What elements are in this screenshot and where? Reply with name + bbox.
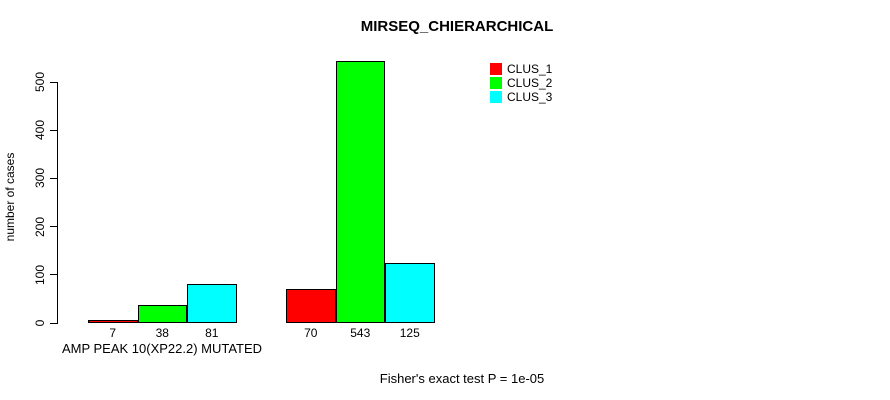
legend-swatch — [490, 63, 502, 75]
y-tick-label: 300 — [33, 168, 47, 189]
y-tick-label: 0 — [33, 319, 47, 327]
y-tick-label: 100 — [33, 264, 47, 285]
y-tick — [50, 322, 57, 324]
bar-value-label: 70 — [304, 326, 318, 340]
y-tick — [50, 129, 57, 131]
bar-clus_2-group1 — [137, 304, 187, 323]
y-tick-label: 500 — [33, 71, 47, 93]
y-axis-label: number of cases — [3, 152, 17, 242]
y-tick — [50, 274, 57, 276]
legend-swatch — [490, 77, 502, 89]
y-axis-line — [57, 82, 58, 324]
bar-clus_1-group1 — [88, 319, 138, 323]
bar-value-label: 7 — [109, 326, 117, 340]
y-tick — [50, 81, 57, 83]
x-axis-group-label: AMP PEAK 10(XP22.2) MUTATED — [61, 341, 263, 356]
legend-swatch — [490, 91, 502, 103]
fisher-test-annotation: Fisher's exact test P = 1e-05 — [379, 371, 545, 386]
legend-item: CLUS_2 — [490, 76, 552, 90]
bar-clus_2-group2 — [335, 61, 385, 323]
legend-label: CLUS_2 — [507, 76, 553, 90]
y-tick-label: 400 — [33, 120, 47, 141]
bar-clus_3-group2 — [385, 262, 435, 323]
bar-value-label: 81 — [205, 326, 219, 340]
bar-value-label: 38 — [155, 326, 169, 340]
chart-title: MIRSEQ_CHIERARCHICAL — [360, 18, 554, 35]
bar-clus_3-group1 — [187, 283, 237, 323]
bar-value-label: 125 — [399, 326, 420, 340]
y-tick-label: 200 — [33, 216, 47, 237]
legend-item: CLUS_3 — [490, 90, 552, 104]
legend-item: CLUS_1 — [490, 62, 552, 76]
y-tick — [50, 226, 57, 228]
y-tick — [50, 177, 57, 179]
bar-value-label: 543 — [350, 326, 371, 340]
bar-clus_1-group2 — [286, 289, 336, 323]
legend-label: CLUS_1 — [507, 62, 553, 76]
legend: CLUS_1 CLUS_2 CLUS_3 — [490, 62, 552, 104]
legend-label: CLUS_3 — [507, 90, 553, 104]
